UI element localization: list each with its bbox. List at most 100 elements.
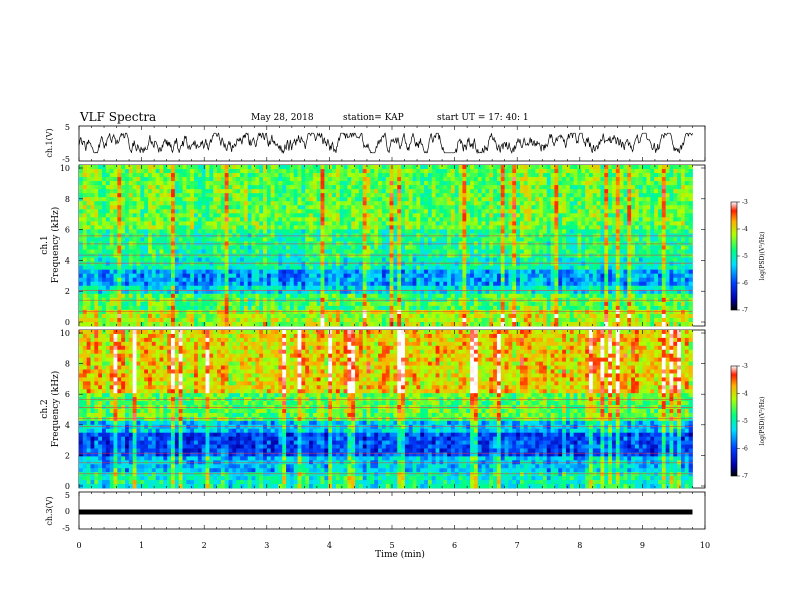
- ch1-spec-cell: [293, 197, 298, 202]
- ch1-spec-cell: [493, 229, 498, 234]
- ch1-spec-cell: [596, 177, 601, 182]
- ch1-spec-cell: [370, 189, 375, 194]
- ch1-spec-cell: [332, 165, 337, 170]
- ch1-spec-cell: [546, 257, 552, 262]
- ch1-spec-cell: [650, 217, 655, 222]
- ch1-spec-cell: [596, 197, 601, 202]
- ch1-spec-cell: [588, 245, 594, 250]
- ch1-spec-cell: [450, 245, 456, 250]
- ch1-spec-cell: [558, 209, 563, 214]
- ch1-spec-cell: [539, 245, 544, 250]
- ch1-spec-cell: [481, 285, 486, 291]
- ch1-spec-cell: [182, 177, 187, 182]
- ch1-spec-cell: [339, 165, 344, 170]
- ch1-spec-cell: [661, 209, 667, 214]
- ch1-spec-cell: [650, 165, 655, 170]
- ch1-spec-cell: [171, 169, 176, 174]
- ch1-spec-cell: [443, 257, 448, 262]
- ch1-spec-cell: [174, 173, 180, 178]
- ch1-spec-cell: [82, 165, 88, 170]
- ch1-spec-cell: [634, 285, 640, 291]
- ch1-spec-cell: [535, 193, 540, 198]
- ch1-spec-cell: [224, 277, 229, 283]
- ch1-spec-cell: [140, 209, 145, 214]
- ch1-spec-cell: [366, 181, 371, 186]
- ch1-spec-cell: [458, 201, 463, 206]
- ch1-spec-cell: [454, 197, 459, 202]
- ch1-spec-cell: [278, 245, 283, 250]
- ch1-spec-cell: [201, 201, 206, 206]
- ch1-spec-cell: [117, 177, 122, 182]
- ch1-spec-cell: [473, 173, 479, 178]
- ch1-spec-cell: [232, 213, 237, 218]
- ch1-spec-cell: [378, 245, 383, 250]
- ch1-spec-cell: [370, 177, 375, 182]
- ch1-spec-cell: [194, 265, 199, 271]
- ch1-spec-cell: [623, 269, 628, 275]
- ch1-spec-cell: [554, 197, 559, 202]
- ch1-spec-cell: [102, 289, 107, 295]
- ch1-spec-cell: [385, 189, 390, 194]
- ch1-spec-cell: [347, 177, 352, 182]
- ch1-spec-cell: [631, 177, 636, 182]
- ch1-spec-cell: [634, 277, 640, 283]
- ch1-spec-cell: [397, 257, 402, 262]
- ch1-spec-cell: [228, 205, 233, 210]
- ch1-spec-cell: [466, 193, 471, 198]
- ch1-spec-cell: [197, 249, 203, 254]
- ch1-spec-cell: [447, 249, 452, 254]
- ch1-spec-cell: [263, 169, 268, 174]
- ch1-spec-cell: [320, 177, 325, 182]
- ch1-spec-cell: [194, 181, 199, 186]
- ch1-spec-cell: [332, 221, 337, 226]
- ch1-spec-cell: [224, 201, 229, 206]
- ch1-spec-cell: [247, 217, 252, 222]
- ch1-spec-cell: [661, 189, 667, 194]
- ch1-spec-cell: [581, 217, 586, 222]
- ch1-spec-cell: [197, 201, 203, 206]
- ch1-spec-cell: [381, 209, 387, 214]
- ch1-spec-cell: [343, 273, 348, 279]
- ch1-spec-cell: [638, 165, 644, 170]
- ch1-spec-cell: [378, 273, 383, 279]
- ch1-spec-cell: [535, 273, 540, 279]
- ch1-spec-cell: [439, 225, 444, 230]
- ch1-spec-cell: [669, 249, 674, 254]
- ch1-spec-cell: [554, 273, 559, 279]
- ch1-spec-cell: [98, 181, 103, 186]
- ch1-spec-cell: [201, 189, 206, 194]
- ch1-spec-cell: [585, 165, 590, 170]
- ch1-spec-cell: [489, 177, 494, 182]
- ch1-spec-cell: [404, 253, 410, 258]
- ch1-spec-cell: [105, 169, 111, 174]
- ch1-spec-cell: [477, 197, 482, 202]
- ch1-spec-cell: [163, 249, 168, 254]
- ch1-spec-cell: [220, 217, 226, 222]
- ch1-spec-cell: [527, 253, 532, 258]
- ch1-spec-cell: [79, 257, 84, 262]
- ch1-spec-cell: [381, 185, 387, 190]
- ch1-spec-cell: [182, 285, 187, 291]
- ch1-spec-cell: [102, 265, 107, 271]
- ch1-spec-cell: [151, 193, 157, 198]
- ch1-spec-cell: [661, 181, 667, 186]
- ch1-spec-cell: [266, 189, 272, 194]
- ch1-spec-cell: [255, 265, 260, 271]
- ch1-spec-cell: [117, 265, 122, 271]
- ch1-spec-cell: [401, 245, 406, 250]
- ch1-spec-cell: [485, 281, 490, 287]
- ch1-spec-cell: [186, 285, 191, 291]
- ch1-spec-cell: [243, 269, 249, 275]
- ch1-spec-cell: [481, 277, 486, 283]
- ch1-spec-cell: [224, 253, 229, 258]
- ch1-spec-cell: [117, 217, 122, 222]
- ch1-spec-cell: [332, 205, 337, 210]
- ch1-spec-cell: [669, 217, 674, 222]
- ch1-spec-cell: [508, 265, 513, 271]
- ch1-spec-cell: [305, 273, 310, 279]
- ch1-spec-cell: [684, 253, 690, 258]
- ch1-spec-cell: [201, 185, 206, 190]
- ch1-spec-cell: [462, 273, 467, 279]
- ch1-spec-cell: [328, 181, 333, 186]
- ch1-spec-cell: [431, 229, 436, 234]
